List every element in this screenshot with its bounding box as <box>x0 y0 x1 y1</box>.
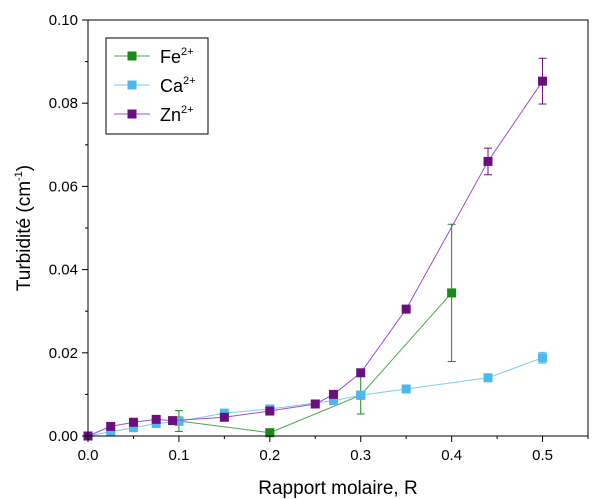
x-tick-label: 0.1 <box>168 447 189 464</box>
legend-label-fe: Fe2+ <box>160 46 194 67</box>
legend: Fe2+Ca2+Zn2+ <box>105 37 209 135</box>
x-tick-label: 0.0 <box>78 447 99 464</box>
data-point-ca <box>106 427 116 437</box>
series-ca <box>83 351 548 441</box>
y-tick-label: 0.08 <box>49 95 78 112</box>
legend-label-name: Fe <box>160 47 181 67</box>
data-point-zn <box>328 389 338 399</box>
legend-label-name: Zn <box>160 105 181 125</box>
data-point-zn <box>168 416 178 426</box>
series-layer <box>83 57 548 441</box>
data-point-zn <box>538 76 548 86</box>
y-axis-title-group: Turbidité (cm-1) <box>13 165 35 291</box>
y-tick-label: 0.06 <box>49 178 78 195</box>
legend-marker-fe <box>127 51 137 61</box>
x-tick-label: 0.4 <box>441 447 462 464</box>
data-point-ca <box>328 396 338 406</box>
x-axis-title: Rapport molaire, R <box>258 478 417 499</box>
data-point-zn <box>310 399 320 409</box>
x-tick-label: 0.2 <box>259 447 280 464</box>
data-point-zn <box>151 414 161 424</box>
x-tick-label: 0.5 <box>532 447 553 464</box>
data-point-ca <box>356 390 366 400</box>
data-point-fe <box>265 428 275 438</box>
legend-label-sup: 2+ <box>181 46 194 58</box>
data-point-ca <box>538 353 548 363</box>
y-axis-title-sup: -1 <box>13 171 25 181</box>
data-point-ca <box>401 384 411 394</box>
data-point-zn <box>401 304 411 314</box>
y-axis-title-end: ) <box>14 165 35 171</box>
y-tick-label: 0.10 <box>49 12 78 29</box>
y-tick-label: 0.00 <box>49 428 78 445</box>
legend-label-ca: Ca2+ <box>160 75 196 96</box>
legend-marker-ca <box>127 80 137 90</box>
y-axis-title-main: Turbidité (cm <box>14 181 35 291</box>
legend-box <box>105 37 209 135</box>
data-point-ca <box>483 373 493 383</box>
data-point-zn <box>356 368 366 378</box>
data-point-ca <box>174 416 184 426</box>
legend-label-sup: 2+ <box>181 104 194 116</box>
data-point-zn <box>265 406 275 416</box>
data-point-zn <box>219 412 229 422</box>
legend-label-name: Ca <box>160 76 184 96</box>
y-tick-label: 0.02 <box>49 345 78 362</box>
data-point-ca <box>128 423 138 433</box>
y-axis-title: Turbidité (cm-1) <box>13 165 35 291</box>
data-point-zn <box>106 421 116 431</box>
axis-ticks: 0.0 0.1 0.2 0.3 0.4 0.5 0.00 0.02 0.04 0.06 0.08 0.… <box>49 12 589 464</box>
legend-label-sup: 2+ <box>183 75 196 87</box>
legend-label-zn: Zn2+ <box>160 104 194 125</box>
data-point-zn <box>128 417 138 427</box>
legend-marker-zn <box>127 109 137 119</box>
data-point-fe <box>447 288 457 298</box>
y-tick-label: 0.04 <box>49 262 78 279</box>
data-point-zn <box>483 156 493 166</box>
series-line-fe <box>178 292 452 434</box>
x-tick-label: 0.3 <box>350 447 371 464</box>
